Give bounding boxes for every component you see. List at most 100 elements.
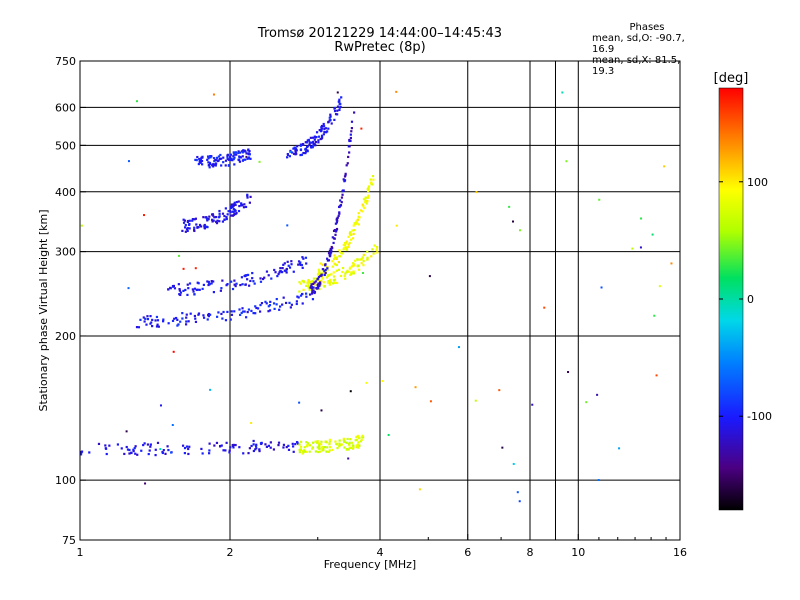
data-point xyxy=(333,281,337,285)
data-point xyxy=(265,445,269,448)
data-point xyxy=(290,263,293,266)
data-point xyxy=(354,439,357,442)
data-point xyxy=(195,223,198,226)
data-point xyxy=(207,161,210,164)
data-point xyxy=(353,111,356,114)
data-point xyxy=(240,311,243,314)
data-point xyxy=(218,445,222,448)
data-point xyxy=(237,151,240,155)
data-point xyxy=(322,273,325,276)
data-point xyxy=(321,268,325,271)
data-point xyxy=(596,393,599,396)
data-point xyxy=(278,308,281,311)
data-point xyxy=(324,271,327,275)
data-point xyxy=(370,255,373,258)
data-point xyxy=(308,284,311,287)
data-point xyxy=(144,482,147,485)
data-point xyxy=(330,249,333,252)
data-point xyxy=(501,446,504,449)
data-point xyxy=(156,323,159,326)
data-point xyxy=(166,445,169,448)
data-point xyxy=(330,250,333,253)
data-point xyxy=(308,293,312,296)
data-point xyxy=(209,156,212,159)
data-point xyxy=(143,214,146,217)
data-point xyxy=(310,280,313,283)
data-point xyxy=(304,152,307,155)
data-point xyxy=(191,218,194,221)
data-point xyxy=(237,200,240,203)
data-point xyxy=(198,223,202,227)
data-point xyxy=(308,450,311,453)
data-point xyxy=(151,318,154,322)
data-point xyxy=(258,160,261,163)
data-point xyxy=(244,158,247,161)
data-point xyxy=(344,247,347,250)
data-point xyxy=(188,219,191,222)
data-point xyxy=(208,164,211,167)
data-point xyxy=(294,149,297,152)
data-point xyxy=(316,283,319,287)
data-point xyxy=(214,158,217,161)
data-point xyxy=(311,441,315,444)
data-point xyxy=(308,141,311,144)
data-point xyxy=(318,287,321,291)
data-point xyxy=(217,155,221,158)
data-point xyxy=(241,283,244,286)
data-point xyxy=(302,288,305,292)
data-point xyxy=(238,308,241,311)
data-point xyxy=(618,447,621,450)
data-point xyxy=(225,217,228,221)
data-point xyxy=(188,222,191,226)
data-point xyxy=(187,287,190,290)
data-point xyxy=(345,248,348,251)
data-point xyxy=(132,448,135,451)
data-point xyxy=(339,274,343,278)
data-point xyxy=(331,282,335,285)
data-point xyxy=(336,105,340,108)
data-point xyxy=(234,285,237,288)
data-point xyxy=(298,290,301,293)
data-point xyxy=(197,225,200,229)
data-point xyxy=(333,256,337,259)
data-point xyxy=(269,441,272,444)
data-point xyxy=(341,270,344,274)
data-point xyxy=(286,153,289,156)
data-point xyxy=(371,248,374,251)
data-point xyxy=(80,224,83,227)
data-point xyxy=(312,277,316,280)
data-point xyxy=(223,218,226,221)
data-point xyxy=(201,287,204,290)
data-point xyxy=(247,156,251,159)
data-point xyxy=(295,152,298,155)
data-point xyxy=(214,162,218,165)
data-point xyxy=(234,209,237,212)
data-point xyxy=(162,318,165,321)
data-point xyxy=(314,283,317,286)
data-point xyxy=(221,279,224,282)
x-tick-label: 4 xyxy=(377,546,384,559)
data-point xyxy=(334,113,338,116)
data-point xyxy=(282,296,285,299)
data-point xyxy=(347,243,350,246)
data-point xyxy=(210,213,214,216)
data-point xyxy=(314,140,318,144)
data-point xyxy=(194,267,197,270)
data-point xyxy=(366,250,369,253)
data-point xyxy=(352,224,355,227)
data-point xyxy=(170,451,173,454)
data-point xyxy=(178,293,181,296)
data-point xyxy=(322,125,326,128)
data-point xyxy=(288,266,292,269)
data-point xyxy=(561,91,564,94)
data-point xyxy=(146,315,149,318)
data-point xyxy=(171,424,174,427)
data-point xyxy=(367,194,370,197)
data-point xyxy=(127,160,130,163)
data-point xyxy=(305,284,308,288)
data-point xyxy=(143,442,146,445)
data-point xyxy=(250,444,253,448)
data-point xyxy=(336,91,339,94)
data-point xyxy=(305,450,308,453)
data-point xyxy=(209,313,212,316)
